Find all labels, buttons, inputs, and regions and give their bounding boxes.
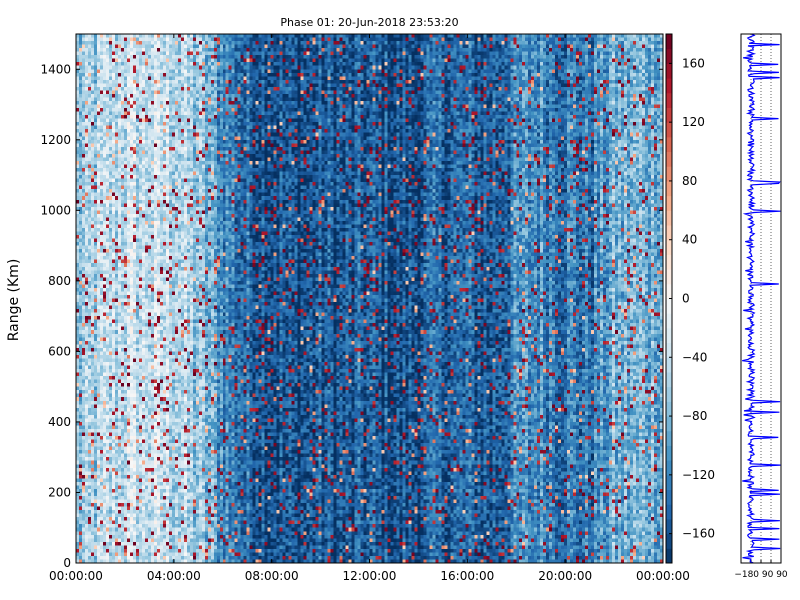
colorbar-segment — [666, 151, 672, 167]
colorbar-tick-label: 0 — [682, 292, 690, 306]
x-tick-label: 04:00:00 — [147, 569, 201, 583]
heatmap — [76, 34, 663, 563]
y-tick-label: 0 — [63, 556, 71, 570]
y-tick-label: 1000 — [40, 203, 71, 217]
x-tick-label: 00:00:00 — [49, 569, 103, 583]
colorbar-tick-label: 80 — [682, 174, 697, 188]
y-tick-label: 1200 — [40, 133, 71, 147]
side-x-tick-labels: −180 90 90 — [734, 570, 788, 580]
colorbar-segment — [666, 357, 672, 373]
chart-title: Phase 01: 20-Jun-2018 23:53:20 — [280, 16, 459, 29]
colorbar-tick-label: −120 — [682, 468, 715, 482]
colorbar-segment — [666, 445, 672, 461]
x-tick-label: 00:00:00 — [636, 569, 690, 583]
colorbar-segment — [666, 489, 672, 505]
colorbar-segment — [666, 283, 672, 299]
side-panel: −180 90 90 — [734, 33, 788, 580]
colorbar-tick-label: 120 — [682, 115, 705, 129]
colorbar-segment — [666, 225, 672, 241]
side-trace-line — [742, 33, 781, 564]
colorbar-segment — [666, 298, 672, 314]
colorbar-segment — [666, 136, 672, 153]
colorbar-segment — [666, 460, 672, 476]
colorbar-tick-label: −80 — [682, 409, 707, 423]
x-tick-label: 20:00:00 — [538, 569, 592, 583]
colorbar-segment — [666, 474, 672, 491]
y-tick-label: 600 — [48, 344, 71, 358]
colorbar-segment — [666, 122, 672, 138]
colorbar-segment — [666, 518, 672, 535]
colorbar-segment — [666, 342, 672, 358]
x-tick-label: 16:00:00 — [440, 569, 494, 583]
colorbar-tick-label: 40 — [682, 233, 697, 247]
y-tick-label: 400 — [48, 415, 71, 429]
colorbar: −160 −120 −80 −40 0 40 80 120 160 — [665, 33, 715, 564]
colorbar-segment — [666, 166, 672, 182]
colorbar-segment — [666, 401, 672, 417]
colorbar-tick-label: −40 — [682, 350, 707, 364]
x-tick-label: 12:00:00 — [343, 569, 397, 583]
colorbar-tick-label: −160 — [682, 527, 715, 541]
y-tick-label: 1400 — [40, 62, 71, 76]
colorbar-segment — [666, 548, 672, 564]
colorbar-segment — [666, 313, 672, 329]
side-frame — [740, 33, 782, 564]
colorbar-segment — [666, 327, 672, 344]
colorbar-segment — [666, 92, 672, 108]
colorbar-segment — [666, 254, 672, 270]
x-tick-label: 08:00:00 — [245, 569, 299, 583]
colorbar-segment — [666, 269, 672, 285]
colorbar-segment — [666, 78, 672, 94]
colorbar-segment — [666, 533, 672, 549]
colorbar-segment — [666, 63, 672, 79]
colorbar-segment — [666, 107, 672, 123]
colorbar-tick-label: 160 — [682, 56, 705, 70]
colorbar-segment — [666, 180, 672, 197]
y-axis: 0 200 400 600 800 1000 1200 1400 — [40, 62, 663, 570]
colorbar-segment — [666, 430, 672, 446]
y-tick-label: 200 — [48, 485, 71, 499]
colorbar-segment — [666, 48, 672, 64]
colorbar-segment — [666, 34, 672, 50]
x-axis: 00:00:00 04:00:00 08:00:00 12:00:00 16:00:00… — [49, 34, 690, 583]
y-tick-label: 800 — [48, 274, 71, 288]
colorbar-segment — [666, 386, 672, 402]
colorbar-segment — [666, 416, 672, 432]
heatmap-image — [76, 34, 663, 563]
colorbar-segment — [666, 210, 672, 226]
colorbar-segment — [666, 504, 672, 520]
colorbar-segment — [666, 195, 672, 211]
colorbar-segment — [666, 371, 672, 388]
colorbar-segment — [666, 239, 672, 255]
